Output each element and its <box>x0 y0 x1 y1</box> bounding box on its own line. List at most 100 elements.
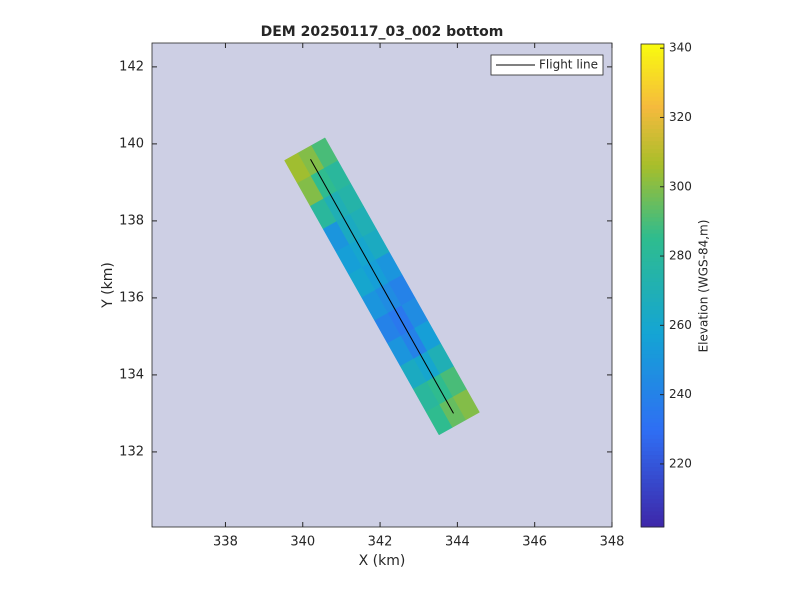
y-tick-label: 140 <box>119 136 144 151</box>
colorbar-segment <box>641 200 664 206</box>
y-tick-label: 142 <box>119 59 144 74</box>
colorbar-segment <box>641 317 664 323</box>
colorbar-segment <box>641 510 664 516</box>
colorbar-segment <box>641 245 664 250</box>
colorbar-segment <box>641 293 664 299</box>
colorbar-segment <box>641 434 664 439</box>
colorbar-segment <box>641 285 664 291</box>
colorbar-segment <box>641 309 664 315</box>
x-axis-label: X (km) <box>359 553 406 569</box>
colorbar-segment <box>641 370 664 375</box>
colorbar-tick-label: 280 <box>669 249 692 263</box>
colorbar-segment <box>641 156 664 162</box>
colorbar-tick-label: 340 <box>669 41 692 55</box>
colorbar-segment <box>641 229 664 234</box>
colorbar-segment <box>641 374 664 379</box>
colorbar-segment <box>641 378 664 383</box>
y-tick-label: 136 <box>119 290 144 305</box>
colorbar-segment <box>641 305 664 311</box>
colorbar-segment <box>641 221 664 226</box>
colorbar-segment <box>641 60 664 65</box>
colorbar-segment <box>641 482 664 488</box>
colorbar-segment <box>641 241 664 246</box>
colorbar-segment <box>641 329 664 335</box>
colorbar-segment <box>641 108 664 113</box>
colorbar-segment <box>641 357 664 363</box>
colorbar-segment <box>641 402 664 407</box>
colorbar-segment <box>641 474 664 480</box>
colorbar-segment <box>641 217 664 222</box>
colorbar-segment <box>641 313 664 319</box>
colorbar-segment <box>641 112 664 117</box>
colorbar-segment <box>641 394 664 399</box>
axes-box <box>151 42 613 528</box>
x-tick-label: 340 <box>290 535 315 550</box>
colorbar-segment <box>641 261 664 266</box>
colorbar-segment <box>641 414 664 419</box>
colorbar-tick-label: 240 <box>669 387 692 401</box>
colorbar-segment <box>641 269 664 274</box>
colorbar-segment <box>641 398 664 403</box>
colorbar-segment <box>641 522 664 528</box>
colorbar-segment <box>641 281 664 286</box>
colorbar-segment <box>641 321 664 327</box>
colorbar-segment <box>641 188 664 194</box>
colorbar-segment <box>641 345 664 351</box>
colorbar-segment <box>641 176 664 182</box>
colorbar-segment <box>641 430 664 435</box>
colorbar-segment <box>641 257 664 262</box>
colorbar-segment <box>641 341 664 347</box>
y-tick-label: 138 <box>119 213 144 228</box>
y-tick-label: 134 <box>119 367 144 382</box>
colorbar-segment <box>641 225 664 230</box>
colorbar-segment <box>641 120 664 125</box>
colorbar-segment <box>641 386 664 391</box>
colorbar-tick-label: 220 <box>669 456 692 470</box>
colorbar-segment <box>641 64 664 69</box>
colorbar-segment <box>641 96 664 101</box>
colorbar-segment <box>641 180 664 186</box>
colorbar-segment <box>641 168 664 174</box>
colorbar-segment <box>641 213 664 218</box>
colorbar-segment <box>641 502 664 508</box>
colorbar-segment <box>641 494 664 500</box>
colorbar-segment <box>641 390 664 395</box>
x-tick-label: 338 <box>213 535 238 550</box>
colorbar-segment <box>641 450 664 456</box>
x-tick-label: 348 <box>600 535 625 550</box>
colorbar-segment <box>641 253 664 258</box>
colorbar-segment <box>641 458 664 464</box>
colorbar-segment <box>641 209 664 214</box>
colorbar-segment <box>641 289 664 295</box>
colorbar-segment <box>641 52 664 57</box>
colorbar-segment <box>641 265 664 270</box>
colorbar-segment <box>641 478 664 484</box>
x-tick-label: 344 <box>445 535 470 550</box>
colorbar-segment <box>641 454 664 460</box>
colorbar-segment <box>641 128 664 134</box>
legend-label: Flight line <box>539 58 598 72</box>
colorbar-segment <box>641 80 664 85</box>
colorbar-segment <box>641 233 664 238</box>
colorbar-segment <box>641 349 664 355</box>
chart-title: DEM 20250117_03_002 bottom <box>261 24 504 40</box>
x-tick-label: 346 <box>522 535 547 550</box>
colorbar-segment <box>641 438 664 443</box>
colorbar-segment <box>641 333 664 339</box>
colorbar-segment <box>641 237 664 242</box>
colorbar-segment <box>641 148 664 154</box>
colorbar-segment <box>641 72 664 77</box>
colorbar-segment <box>641 84 664 89</box>
colorbar-segment <box>641 140 664 146</box>
dem-cell <box>452 389 480 421</box>
colorbar-tick-label: 260 <box>669 318 692 332</box>
colorbar-segment <box>641 273 664 278</box>
colorbar-segment <box>641 446 664 452</box>
colorbar-segment <box>641 160 664 166</box>
colorbar-segment <box>641 136 664 142</box>
colorbar-segment <box>641 277 664 282</box>
colorbar-segment <box>641 68 664 73</box>
colorbar-segment <box>641 92 664 97</box>
colorbar-segment <box>641 301 664 307</box>
colorbar-tick-label: 320 <box>669 110 692 124</box>
